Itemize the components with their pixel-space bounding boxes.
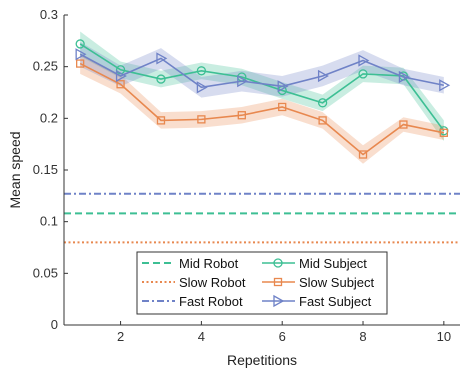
- y-axis-label: Mean speed: [7, 131, 23, 208]
- mid-subject-point: [156, 74, 166, 84]
- legend-label-mid-robot: Mid Robot: [179, 256, 239, 271]
- fast-subject-point: [398, 70, 410, 84]
- fast-subject-point: [317, 69, 329, 83]
- mid-subject-point: [358, 69, 368, 79]
- fast-subject-point: [75, 48, 87, 61]
- slow-subject-point: [318, 116, 327, 125]
- fast-subject-line: [79, 53, 444, 89]
- legend-marker-slow-subject: [273, 277, 283, 287]
- mid-subject-point: [196, 66, 207, 76]
- x-tick-label: 8: [359, 329, 366, 344]
- y-tick-label: 0.3: [40, 7, 58, 22]
- y-tick-label: 0: [51, 317, 58, 332]
- slow-subject-line: [79, 62, 444, 156]
- axes: 0 0.05 0.1 0.15 0.2 0.25 0.3 2 4 6 8 10: [33, 7, 460, 344]
- fast-subject-point: [358, 54, 370, 67]
- x-axis-label: Repetitions: [227, 352, 297, 368]
- x-tick-label: 4: [198, 329, 205, 344]
- slow-subject-point: [197, 115, 206, 124]
- legend-marker-mid-subject: [273, 258, 283, 268]
- legend: Mid Robot Mid Subject Slow Robot Slow Subje…: [136, 251, 388, 315]
- fast-subject-point: [277, 80, 289, 93]
- y-tick-label: 0.25: [33, 59, 58, 74]
- y-tick-label: 0.05: [33, 265, 58, 280]
- x-tick-label: 2: [117, 329, 124, 344]
- slow-subject-point: [156, 116, 166, 125]
- slow-subject-point: [278, 102, 287, 112]
- fast-subject-point: [237, 75, 249, 88]
- y-tick-label: 0.15: [33, 162, 58, 177]
- fast-subject-point: [115, 69, 127, 83]
- fast-subject-point: [156, 52, 168, 65]
- legend-marker-fast-subject: [273, 294, 285, 308]
- legend-label-fast-robot: Fast Robot: [179, 294, 243, 309]
- legend-label-slow-robot: Slow Robot: [179, 275, 246, 290]
- slow-subject-point: [439, 128, 448, 137]
- legend-label-mid-subject: Mid Subject: [299, 256, 367, 271]
- legend-label-slow-subject: Slow Subject: [299, 275, 375, 290]
- mid-subject-band: [80, 31, 444, 142]
- fast-subject-point: [196, 81, 208, 94]
- fast-subject-band: [80, 41, 444, 98]
- fast-subject-point: [439, 79, 451, 92]
- slow-subject-band: [80, 53, 444, 164]
- legend-label-fast-subject: Fast Subject: [299, 294, 372, 309]
- mid-subject-point: [317, 98, 328, 108]
- slow-subject-point: [358, 150, 368, 159]
- slow-subject-point: [76, 59, 85, 68]
- x-tick-label: 6: [279, 329, 286, 344]
- y-tick-label: 0.2: [40, 110, 58, 125]
- mid-subject-point: [75, 39, 85, 49]
- slow-subject-point: [399, 120, 408, 129]
- slow-subject-point: [237, 111, 246, 120]
- x-tick-label: 10: [437, 329, 451, 344]
- slow-subject-point: [116, 80, 125, 89]
- y-tick-label: 0.1: [40, 214, 58, 229]
